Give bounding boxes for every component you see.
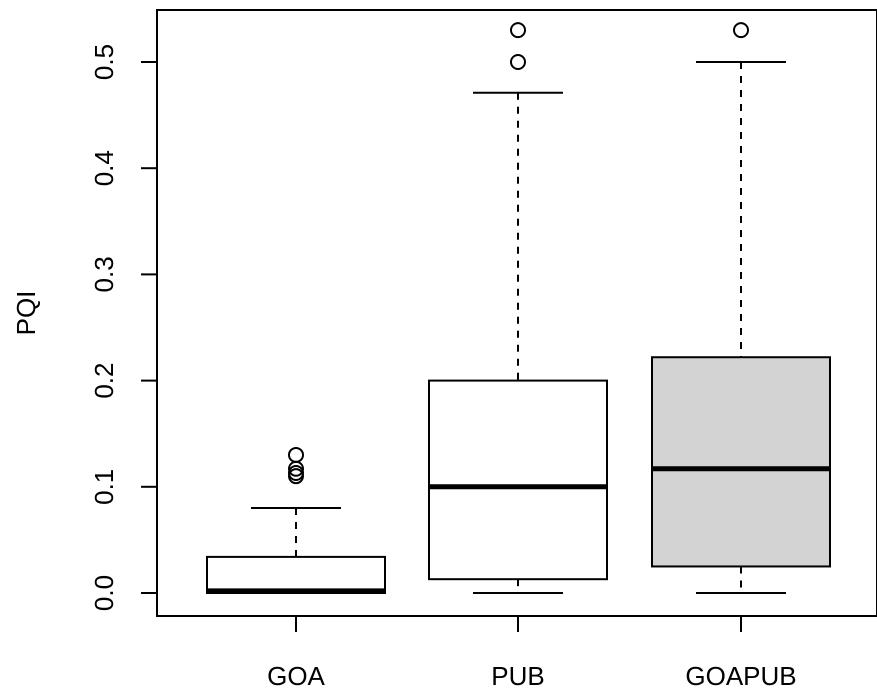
y-tick-label: 0.4 — [89, 150, 119, 186]
outlier-point — [288, 464, 304, 481]
y-axis-title: PQI — [11, 291, 41, 336]
box-goapub — [651, 22, 831, 594]
x-tick-label: PUB — [491, 661, 544, 691]
y-tick-label: 0.0 — [89, 575, 119, 611]
outlier-point — [733, 22, 749, 39]
boxes-layer — [206, 22, 831, 595]
iqr-box — [206, 555, 386, 595]
y-axis: 0.0 0.1 0.2 0.3 0.4 0.5 — [89, 44, 158, 611]
y-tick-label: 0.5 — [89, 44, 119, 80]
x-axis: GOA PUB GOAPUB — [267, 615, 797, 691]
iqr-box — [428, 379, 608, 581]
box-goa — [206, 446, 386, 595]
box-pub — [428, 22, 608, 594]
outlier-point — [510, 54, 526, 70]
y-tick-label: 0.3 — [89, 256, 119, 292]
y-tick-label: 0.2 — [89, 363, 119, 399]
x-tick-label: GOAPUB — [685, 661, 796, 691]
outlier-point — [288, 446, 304, 463]
x-tick-label: GOA — [267, 661, 325, 691]
iqr-box — [651, 356, 831, 568]
y-tick-label: 0.1 — [89, 469, 119, 505]
outlier-point — [510, 22, 526, 39]
